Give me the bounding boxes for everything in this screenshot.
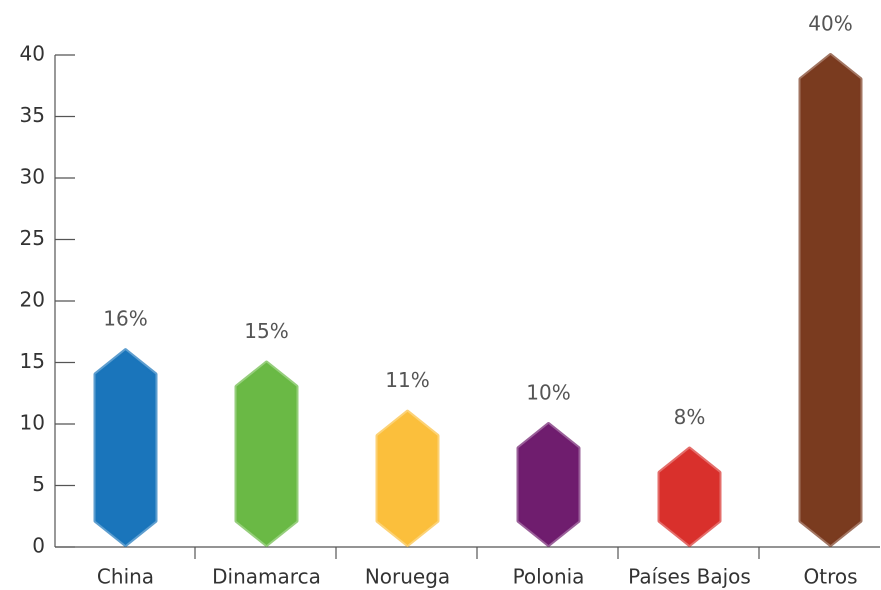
bar <box>798 53 863 547</box>
x-tick-label: Dinamarca <box>212 565 321 589</box>
value-label: 8% <box>674 405 706 429</box>
bar <box>657 446 722 547</box>
y-tick-label: 5 <box>32 472 45 496</box>
y-tick-label: 25 <box>20 226 45 250</box>
x-tick-label: Otros <box>803 565 857 589</box>
bar <box>375 409 440 547</box>
x-tick-label: Noruega <box>365 565 450 589</box>
bar <box>93 348 158 547</box>
value-label: 15% <box>244 319 288 343</box>
value-label: 40% <box>808 12 852 36</box>
x-tick-label: China <box>97 565 154 589</box>
y-tick-label: 20 <box>20 288 45 312</box>
x-tick-label: Polonia <box>513 565 585 589</box>
value-label: 10% <box>526 381 570 405</box>
value-label: 16% <box>103 307 147 331</box>
y-tick-label: 15 <box>20 349 45 373</box>
value-label: 11% <box>385 368 429 392</box>
y-tick-label: 0 <box>32 534 45 558</box>
y-tick-label: 35 <box>20 103 45 127</box>
x-tick-label: Países Bajos <box>628 565 751 589</box>
y-tick-label: 10 <box>20 411 45 435</box>
bar <box>516 422 581 547</box>
bar <box>234 360 299 547</box>
y-tick-label: 40 <box>20 42 45 66</box>
y-tick-label: 30 <box>20 165 45 189</box>
